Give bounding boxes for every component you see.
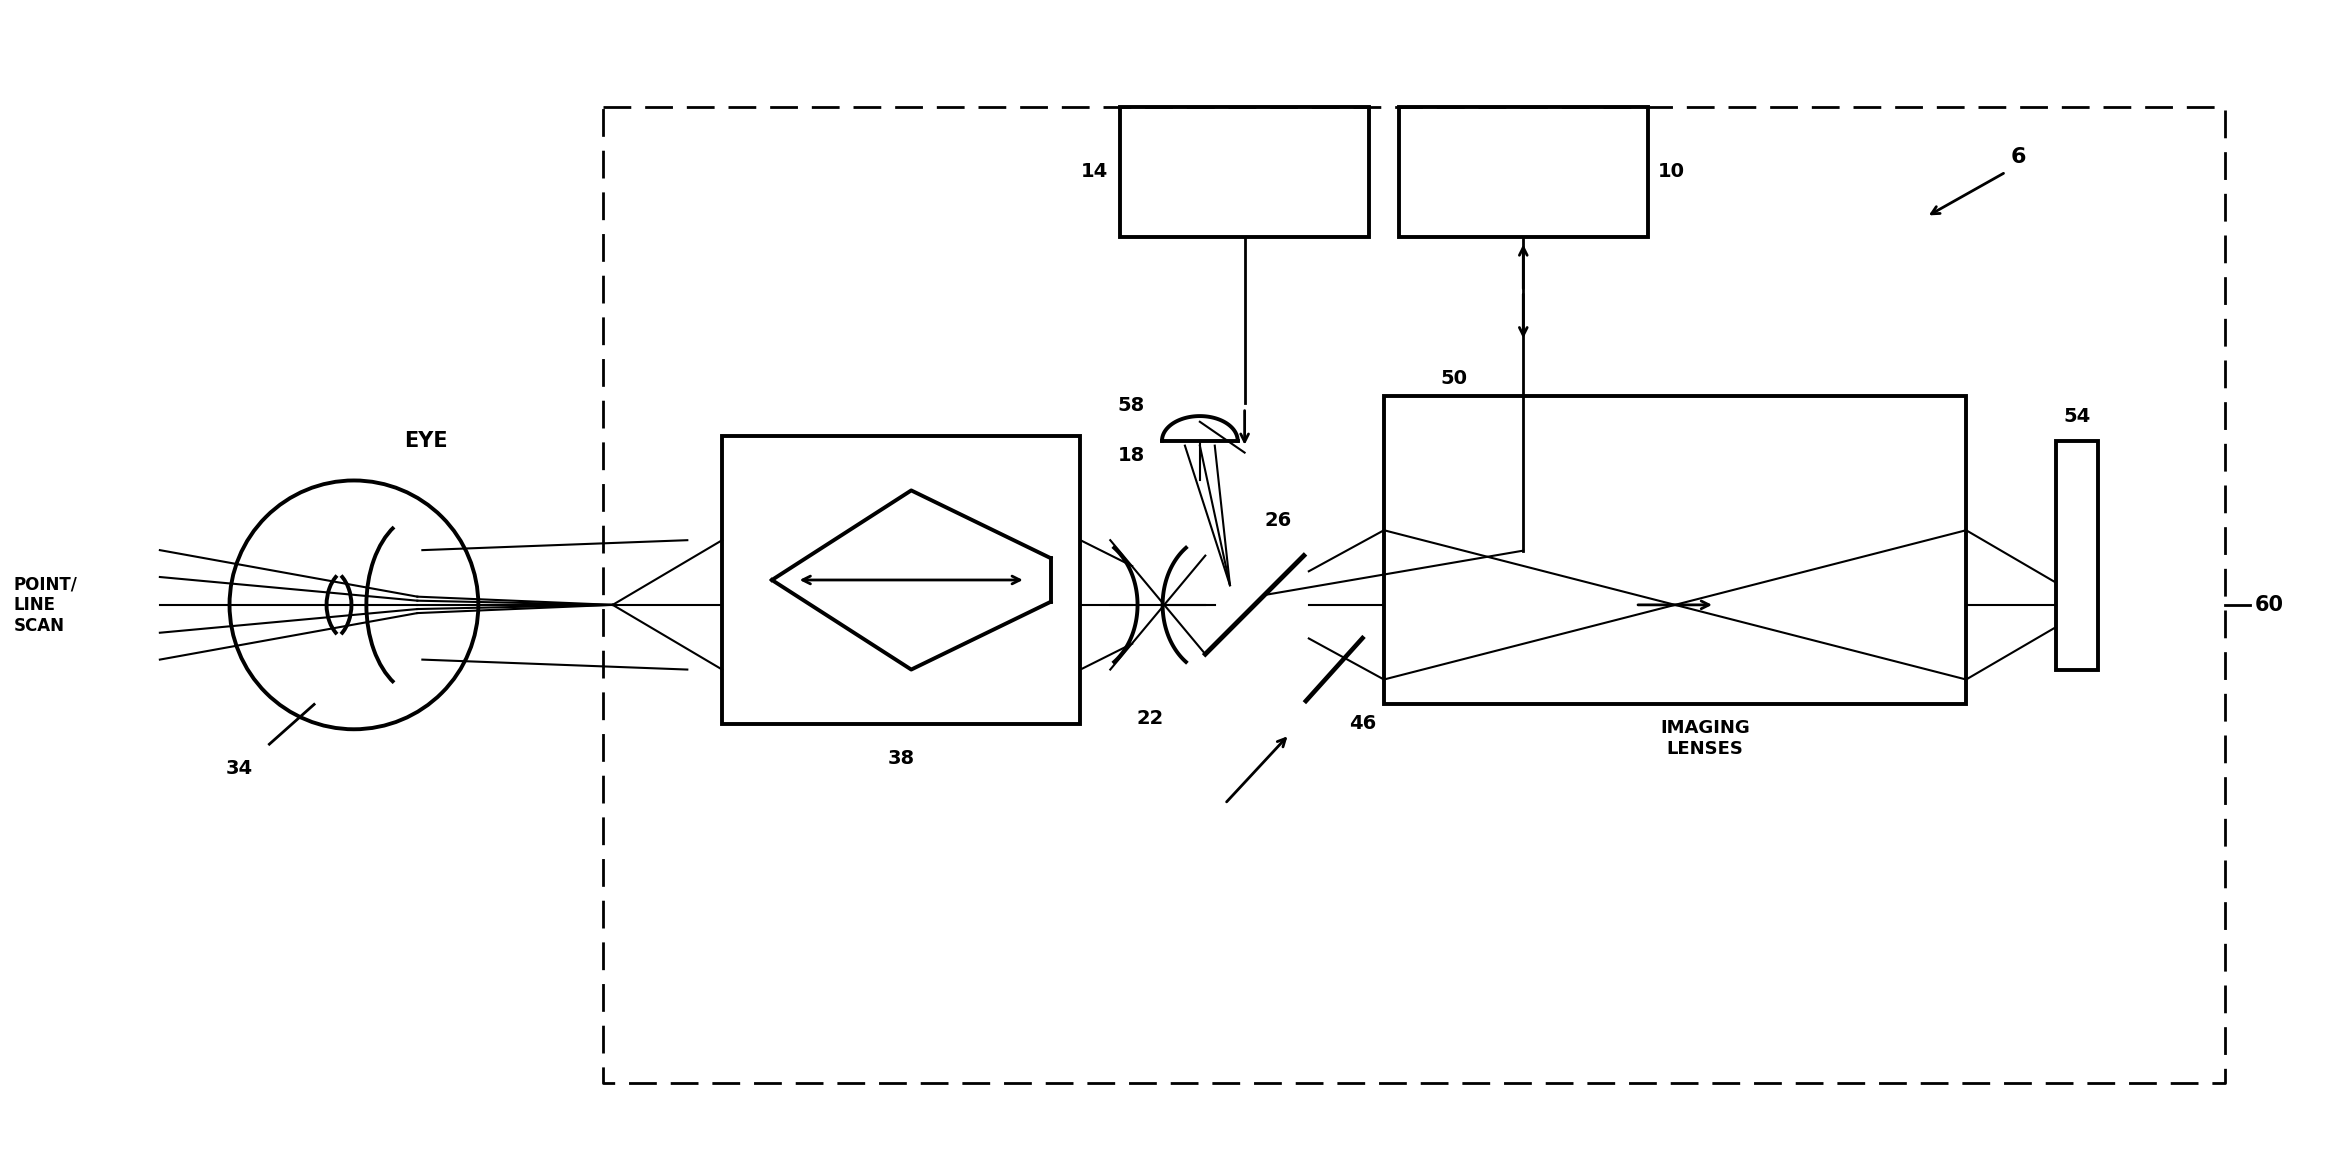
Text: 10: 10	[1657, 163, 1685, 181]
Text: 18: 18	[1118, 446, 1146, 465]
Text: 22: 22	[1137, 709, 1165, 729]
Text: 34: 34	[226, 759, 252, 778]
Bar	[2056, 441, 2098, 670]
Text: 26: 26	[1265, 512, 1291, 530]
Text: 54: 54	[2063, 407, 2091, 426]
Text: 50: 50	[1440, 368, 1468, 388]
Bar	[721, 435, 1081, 724]
Text: 58: 58	[1118, 396, 1146, 416]
Text: IMAGING
LENSES: IMAGING LENSES	[1659, 720, 1750, 758]
Text: 6: 6	[2012, 147, 2026, 167]
Text: 38: 38	[887, 750, 915, 768]
Text: 60: 60	[2255, 595, 2283, 614]
Bar	[1120, 107, 1370, 237]
Bar	[1398, 107, 1648, 237]
Text: POINT/
LINE
SCAN: POINT/ LINE SCAN	[14, 575, 77, 634]
Bar	[1384, 396, 1965, 705]
Text: 14: 14	[1081, 163, 1109, 181]
Text: EYE: EYE	[404, 431, 448, 450]
Text: 46: 46	[1349, 714, 1377, 733]
